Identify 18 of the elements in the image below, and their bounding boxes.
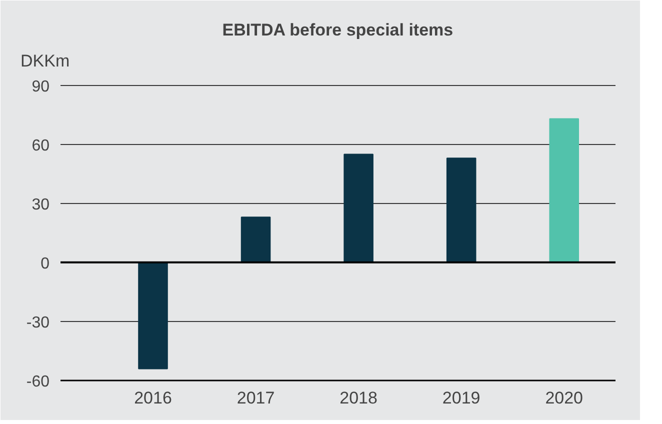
y-tick-label: 30	[32, 196, 50, 214]
y-tick-label: 0	[40, 255, 50, 272]
y-tick-label: 60	[32, 137, 50, 154]
x-tick-label: 2017	[236, 388, 275, 408]
bar	[344, 154, 374, 263]
x-tick-label: 2019	[442, 388, 480, 408]
x-tick-label: 2018	[340, 388, 378, 408]
y-tick-label: -60	[26, 374, 50, 390]
y-tick-label: -30	[26, 314, 50, 332]
bar	[549, 118, 579, 263]
bar	[138, 262, 168, 370]
y-axis-title: DKKm	[20, 52, 70, 70]
x-tick-label: 2016	[134, 388, 172, 408]
bar	[446, 158, 476, 263]
bar	[240, 216, 271, 263]
x-tick-label: 2020	[545, 388, 584, 408]
y-tick-label: 90	[32, 78, 50, 96]
chart-title: EBITDA before special items	[222, 20, 454, 40]
